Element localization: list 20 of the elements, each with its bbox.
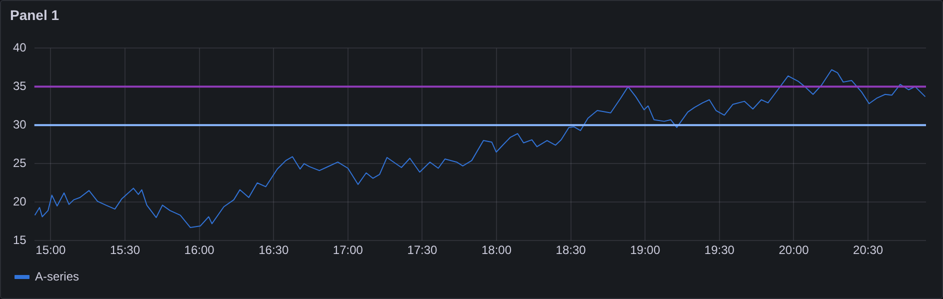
x-tick-label: 16:00 xyxy=(184,243,215,258)
x-tick-label: 15:00 xyxy=(36,243,66,258)
x-tick-label: 19:00 xyxy=(630,243,660,258)
y-tick-label: 40 xyxy=(12,40,27,55)
x-tick-label: 17:00 xyxy=(332,243,364,258)
y-tick-label: 25 xyxy=(12,156,27,170)
x-tick-label: 18:00 xyxy=(482,243,512,258)
x-tick-label: 15:30 xyxy=(110,243,140,258)
x-tick-label: 17:30 xyxy=(407,243,438,258)
legend-label: A-series xyxy=(35,269,80,284)
y-tick-label: 30 xyxy=(12,117,27,132)
x-tick-label: 16:30 xyxy=(258,243,289,258)
x-tick-label: 20:30 xyxy=(853,243,884,258)
y-tick-label: 20 xyxy=(12,194,27,208)
x-tick-label: 18:30 xyxy=(556,243,586,258)
x-tick-label: 20:00 xyxy=(778,243,810,258)
y-tick-label: 15 xyxy=(12,232,27,247)
y-tick-label: 35 xyxy=(12,78,27,93)
x-tick-label: 19:30 xyxy=(704,243,735,258)
chart-title: Panel 1 xyxy=(10,7,60,23)
